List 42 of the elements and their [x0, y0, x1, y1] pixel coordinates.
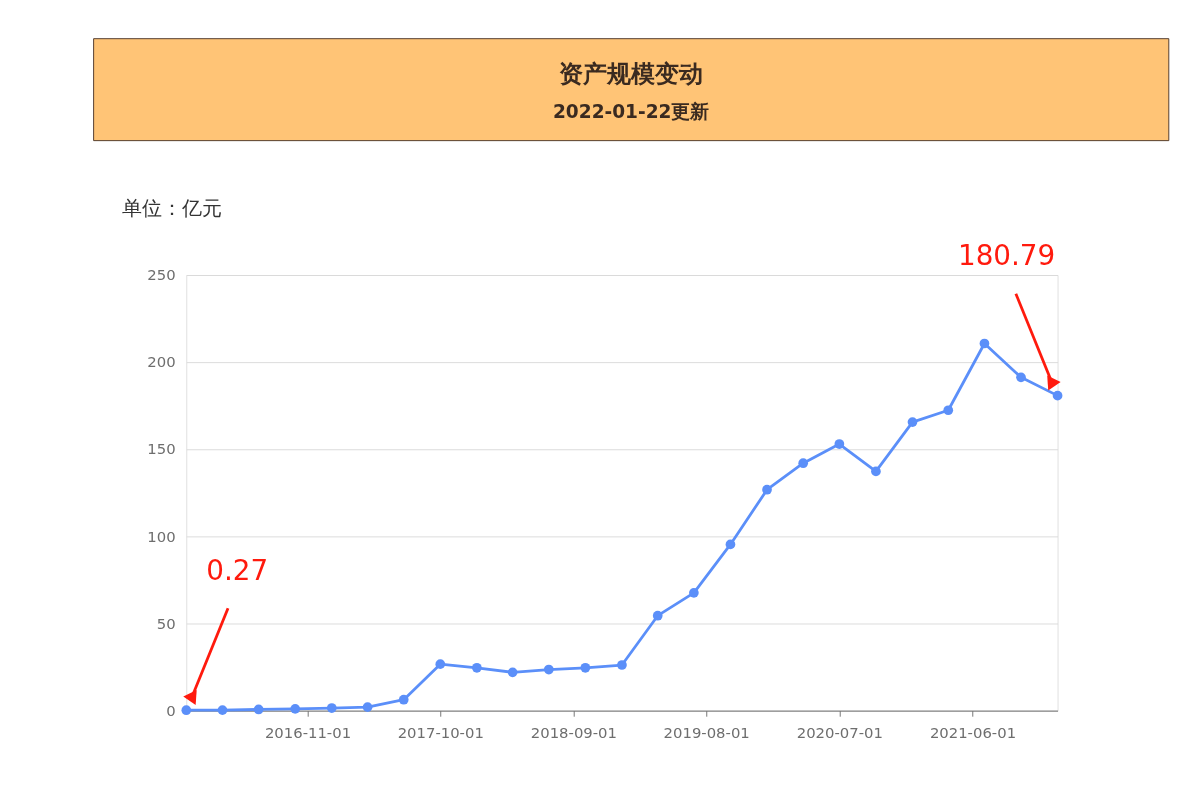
y-tick-label: 0 [166, 701, 176, 719]
y-tick-label: 100 [147, 527, 176, 545]
point [326, 703, 337, 713]
point [798, 458, 809, 469]
chart-subtitle: 2022-01-22更新 [552, 100, 710, 122]
point [689, 588, 699, 598]
y-tick-label: 150 [147, 440, 176, 458]
chart-title: 资产规模变动 [559, 59, 704, 88]
point [507, 667, 518, 678]
point [362, 702, 373, 713]
point [943, 405, 954, 416]
point [1052, 390, 1063, 401]
y-axis-title: 单位：亿元 [121, 196, 222, 221]
point [762, 484, 772, 495]
point [543, 664, 554, 675]
point [217, 705, 228, 715]
x-tick-label: 2020-07-01 [796, 724, 883, 742]
point [871, 466, 881, 477]
point [725, 539, 736, 550]
data-label: 0.27 [206, 553, 269, 587]
point [580, 662, 591, 673]
point [979, 338, 990, 349]
x-tick-label: 2016-11-01 [264, 724, 352, 742]
point [253, 704, 264, 715]
point [617, 660, 627, 670]
point [907, 417, 918, 427]
point [181, 705, 192, 716]
point [398, 694, 409, 705]
point [834, 439, 845, 449]
point [435, 659, 446, 669]
y-tick-label: 50 [156, 614, 176, 632]
y-tick-label: 250 [147, 266, 176, 284]
point [472, 662, 482, 673]
point [1016, 372, 1026, 383]
y-tick-label: 200 [147, 353, 176, 371]
x-tick-label: 2017-10-01 [397, 724, 484, 742]
x-tick-label: 2019-08-01 [663, 724, 750, 742]
x-tick-label: 2021-06-01 [929, 724, 1017, 742]
point [652, 610, 663, 621]
x-tick-label: 2018-09-01 [530, 724, 618, 742]
point [290, 704, 301, 714]
data-label: 180.79 [957, 238, 1056, 272]
